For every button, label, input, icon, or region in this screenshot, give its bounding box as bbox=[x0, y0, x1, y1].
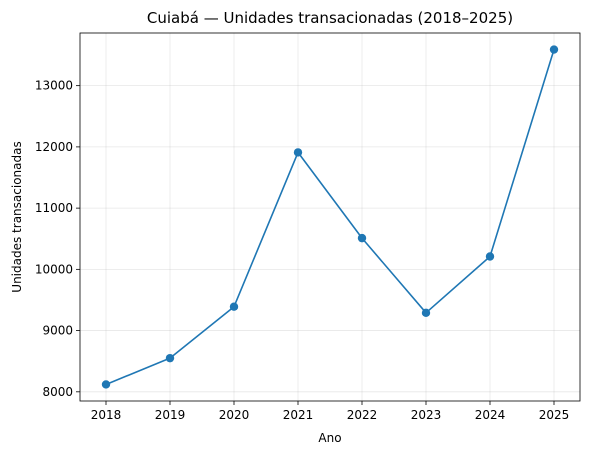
data-point bbox=[485, 252, 495, 261]
chart-title: Cuiabá — Unidades transacionadas (2018–2… bbox=[147, 9, 513, 27]
data-point bbox=[101, 380, 111, 389]
y-tick-label: 10000 bbox=[35, 262, 73, 276]
y-tick-label: 8000 bbox=[42, 385, 73, 399]
data-point bbox=[165, 353, 175, 363]
data-point bbox=[357, 233, 367, 243]
y-tick-label: 9000 bbox=[42, 324, 73, 338]
y-tick-label: 13000 bbox=[35, 79, 73, 93]
x-tick-label: 2020 bbox=[219, 408, 250, 422]
series-line bbox=[105, 49, 555, 386]
y-axis-label: Unidades transacionadas bbox=[10, 141, 24, 292]
x-tick-label: 2024 bbox=[475, 408, 506, 422]
data-point bbox=[549, 45, 559, 54]
x-tick-label: 2019 bbox=[155, 408, 186, 422]
x-tick-label: 2018 bbox=[91, 408, 122, 422]
data-point bbox=[229, 302, 239, 311]
plot-frame bbox=[79, 32, 581, 402]
x-tick-label: 2023 bbox=[411, 408, 442, 422]
x-axis-label: Ano bbox=[318, 431, 341, 445]
grid bbox=[80, 33, 580, 401]
x-tick-label: 2022 bbox=[347, 408, 378, 422]
axes: 2018 2019 2020 2021 2022 2023 2024 2025 8000 9000… bbox=[35, 79, 569, 422]
y-tick-label: 11000 bbox=[35, 201, 73, 215]
data-point bbox=[421, 308, 431, 318]
y-tick-label: 12000 bbox=[35, 140, 73, 154]
x-tick-label: 2025 bbox=[539, 408, 570, 422]
data-point bbox=[293, 148, 303, 157]
x-tick-label: 2021 bbox=[283, 408, 314, 422]
series-layer bbox=[101, 45, 559, 389]
